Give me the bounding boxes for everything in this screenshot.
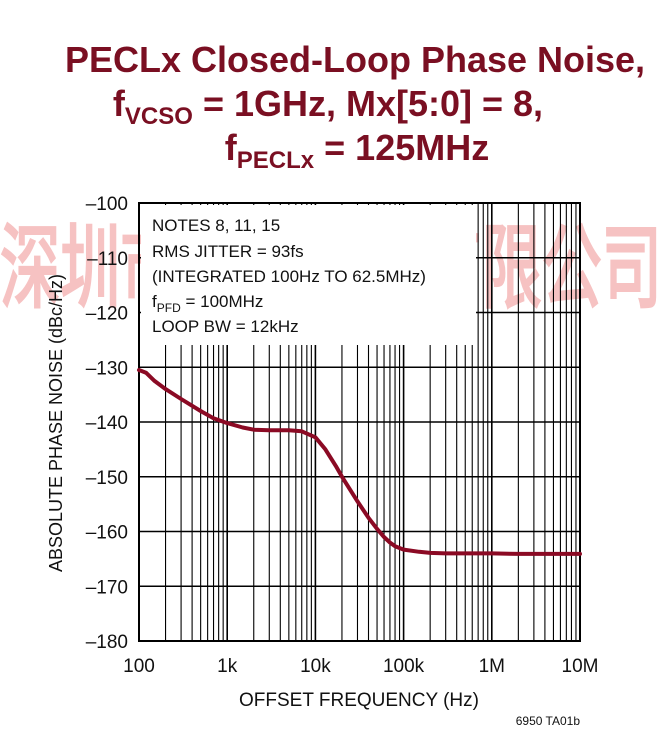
x-axis-label: OFFSET FREQUENCY (Hz) bbox=[239, 690, 479, 711]
y-tick-label: –180 bbox=[86, 632, 128, 653]
x-tick-label: 10k bbox=[300, 656, 331, 677]
note-line-3: (INTEGRATED 100Hz TO 62.5MHz) bbox=[152, 267, 426, 286]
y-tick-label: –150 bbox=[86, 468, 128, 489]
y-tick-label: –130 bbox=[86, 358, 128, 379]
chart-title-line3: fPECLx = 125MHz bbox=[225, 127, 489, 174]
y-tick-label: –170 bbox=[86, 577, 128, 598]
x-tick-label: 10M bbox=[562, 656, 599, 677]
annotation-background bbox=[141, 205, 476, 345]
figure-id: 6950 TA01b bbox=[516, 714, 581, 728]
annotation-notes: NOTES 8, 11, 15 RMS JITTER = 93fs (INTEG… bbox=[141, 205, 476, 345]
y-axis-label: ABSOLUTE PHASE NOISE (dBc/Hz) bbox=[46, 274, 66, 572]
x-tick-label: 100 bbox=[123, 656, 155, 677]
note-line-2: RMS JITTER = 93fs bbox=[152, 242, 304, 261]
y-tick-label: –100 bbox=[86, 194, 128, 215]
note-line-4: fPFD = 100MHz bbox=[152, 292, 263, 315]
x-tick-label: 1k bbox=[217, 656, 238, 677]
y-tick-label: –140 bbox=[86, 413, 128, 434]
y-tick-labels: –100 –110 –120 –130 –140 –150 –160 –170 –180 bbox=[86, 194, 128, 653]
series-line-phase-noise bbox=[137, 368, 582, 556]
x-tick-labels: 100 1k 10k 100k 1M 10M bbox=[123, 656, 598, 677]
x-tick-label: 100k bbox=[383, 656, 425, 677]
note-line-1: NOTES 8, 11, 15 bbox=[152, 216, 280, 235]
y-tick-label: –110 bbox=[87, 249, 128, 270]
x-tick-label: 1M bbox=[479, 656, 505, 677]
chart-title-line1: PECLx Closed-Loop Phase Noise, bbox=[65, 39, 645, 80]
plot-frame bbox=[138, 202, 581, 642]
note-line-5: LOOP BW = 12kHz bbox=[152, 317, 299, 336]
y-tick-label: –160 bbox=[86, 523, 128, 544]
y-tick-label: –120 bbox=[86, 304, 128, 325]
chart-title-line2: fVCSO = 1GHz, Mx[5:0] = 8, bbox=[113, 83, 543, 130]
